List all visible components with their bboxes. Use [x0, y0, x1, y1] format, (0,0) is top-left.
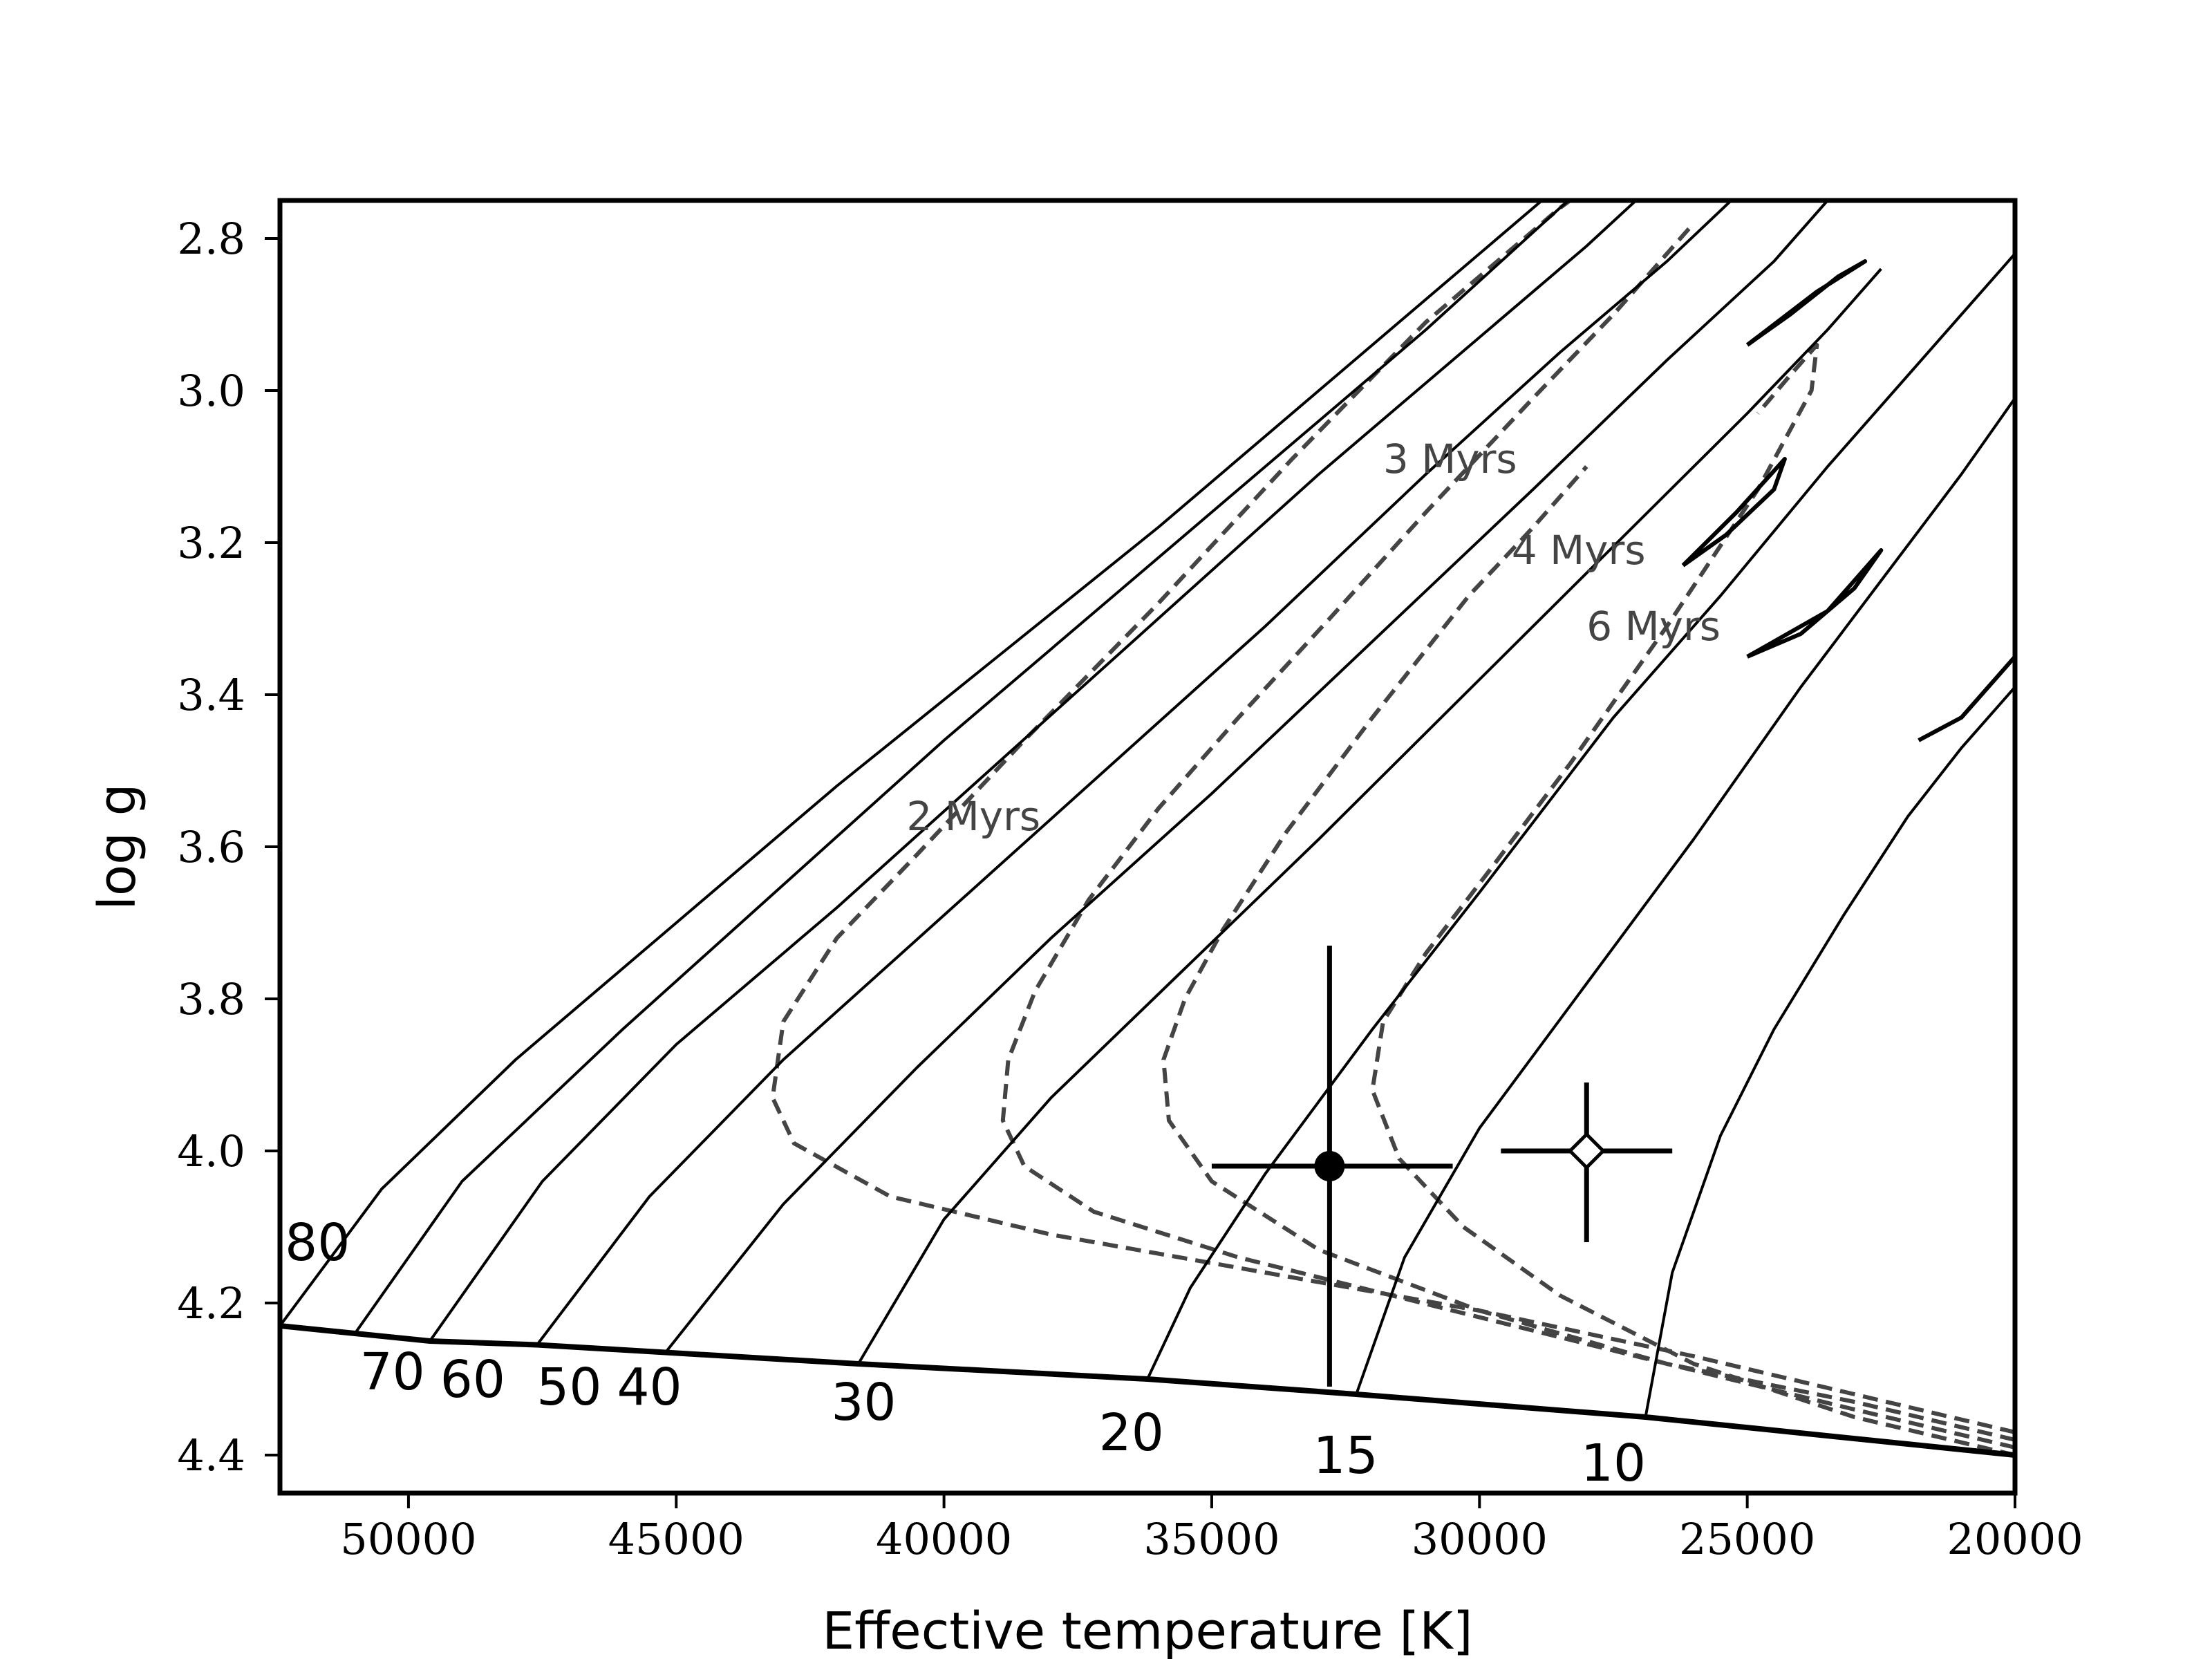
x-axis-title: Effective temperature [K]	[822, 1602, 1472, 1659]
zams-line	[280, 1323, 2015, 1458]
y-tick-label: 3.6	[177, 822, 245, 872]
y-tick-label: 3.0	[177, 366, 245, 416]
y-tick-label: 3.2	[177, 518, 245, 568]
isochrone-label-2: 4 Myrs	[1512, 527, 1646, 574]
x-tick-label: 40000	[876, 1514, 1012, 1564]
y-tick-label: 3.4	[177, 670, 245, 720]
axes-layer: 50000 45000 40000 35000 30000 25000 20000 2.8 3.…	[177, 214, 2083, 1564]
mass-label-15: 15	[1313, 1426, 1378, 1485]
x-tick-label: 30000	[1412, 1514, 1548, 1564]
mass-label-80: 80	[285, 1213, 350, 1273]
track-10	[1644, 686, 2015, 1418]
x-tick-label: 45000	[608, 1514, 744, 1564]
data-point-open	[1567, 1132, 1606, 1170]
x-tick-label: 35000	[1143, 1514, 1280, 1564]
isochrone-3	[1370, 343, 2015, 1457]
y-tick-label: 4.2	[177, 1278, 245, 1329]
y-tick-label: 2.8	[177, 214, 245, 264]
mass-label-70: 70	[360, 1342, 425, 1402]
mass-label-20: 20	[1099, 1403, 1164, 1463]
track-hook-0	[1745, 259, 1868, 347]
plot-frame	[277, 198, 2018, 1496]
track-30	[856, 268, 1882, 1365]
track-hook-1	[1681, 457, 1787, 568]
isochrone-2	[1161, 465, 2015, 1450]
mass-label-10: 10	[1581, 1434, 1646, 1493]
track-hook-3	[1918, 655, 2015, 742]
track-40	[664, 200, 1829, 1353]
mass-label-50: 50	[536, 1358, 601, 1417]
y-axis-title: log g	[88, 783, 147, 910]
lines-layer	[280, 200, 2015, 1458]
track-hook-2	[1746, 548, 1884, 659]
x-tick-label: 50000	[340, 1514, 476, 1564]
mass-label-30: 30	[831, 1373, 896, 1432]
y-tick-label: 4.0	[177, 1126, 245, 1177]
track-70	[353, 200, 1571, 1335]
isochrone-label-1: 3 Myrs	[1383, 435, 1517, 482]
mass-label-40: 40	[617, 1358, 682, 1417]
labels-layer: 80 70 60 50 40 30 20 15 10 2 Myrs 3 Myrs 4 Myrs 6 My…	[285, 435, 1721, 1493]
track-20	[1146, 252, 2015, 1380]
x-tick-label: 25000	[1679, 1514, 1815, 1564]
track-15	[1355, 397, 2015, 1395]
x-tick-label: 20000	[1947, 1514, 2083, 1564]
isochrone-1	[1000, 222, 2015, 1442]
y-tick-label: 4.4	[177, 1430, 245, 1481]
data-point-filled	[1314, 1151, 1345, 1181]
track-50	[536, 200, 1734, 1346]
isochrone-0	[770, 200, 2015, 1434]
track-60	[429, 200, 1638, 1342]
y-tick-label: 3.8	[177, 974, 245, 1024]
track-80	[280, 200, 1544, 1327]
points-layer	[1211, 946, 1673, 1387]
isochrone-label-3: 6 Myrs	[1586, 603, 1721, 650]
isochrone-label-0: 2 Myrs	[906, 793, 1040, 840]
mass-label-60: 60	[440, 1350, 505, 1409]
